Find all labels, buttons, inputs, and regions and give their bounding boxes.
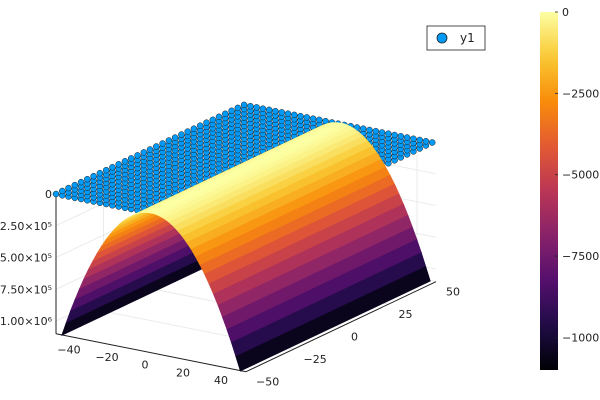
x-tick-label: 20: [176, 366, 190, 379]
colorbar-tick-label: 0: [562, 6, 569, 19]
colorbar-tick-label: −1000: [562, 331, 599, 344]
x-tick-label: 40: [214, 374, 228, 387]
scatter-point: [284, 110, 292, 117]
scatter-point: [316, 116, 323, 124]
legend-marker-y1: [436, 32, 448, 44]
scatter-point: [428, 139, 436, 146]
scatter-point: [134, 152, 141, 159]
scatter-point: [171, 134, 179, 141]
scatter-point: [90, 172, 97, 180]
axes: [55, 194, 437, 373]
scatter-point: [272, 107, 279, 115]
surface-mesh: [61, 122, 431, 372]
scatter-point: [203, 119, 210, 126]
scatter-point: [153, 143, 160, 150]
scatter-point: [77, 178, 85, 186]
y-tick-label: 25: [399, 308, 413, 321]
scatter-point: [96, 169, 104, 177]
legend: y1: [426, 25, 486, 51]
scatter-point: [416, 136, 423, 144]
z-tick-label: −2.50×10⁵: [0, 220, 52, 233]
scatter-point: [222, 110, 229, 118]
scatter-point: [102, 166, 110, 174]
z-tick-label: −1.00×10⁶: [0, 315, 53, 328]
tick-labels: −40 −20 0 20 40 −50 −25 0 25 50 0 −2.50×10⁵ −5.00×10…: [0, 188, 460, 389]
z-tick-label: 0: [45, 188, 52, 201]
scatter-point: [378, 129, 386, 136]
z-tick-label: −5.00×10⁵: [0, 252, 52, 265]
y-tick-label: −25: [304, 353, 327, 366]
scatter-point: [247, 102, 254, 110]
legend-label-y1: y1: [460, 31, 475, 45]
surface-patch: [235, 347, 260, 372]
scatter-point: [146, 146, 154, 153]
scatter-point: [309, 115, 317, 122]
scatter-point: [115, 161, 122, 168]
scatter-point: [297, 112, 304, 120]
scatter-point: [410, 135, 417, 143]
scatter-point: [253, 104, 260, 111]
x-tick-label: −20: [95, 351, 118, 364]
colorbar-tick-label: −5000: [562, 169, 599, 182]
scatter-point: [278, 109, 285, 116]
scatter-point: [59, 187, 66, 195]
colorbar-tick-label: −7500: [562, 250, 599, 263]
legend-box: [426, 25, 486, 51]
scatter-point: [178, 131, 185, 138]
scatter-point: [209, 116, 217, 124]
x-tick-label: 0: [142, 359, 149, 372]
scatter-point: [215, 113, 223, 121]
y-tick-label: −50: [256, 376, 279, 389]
scatter-point: [265, 106, 273, 114]
scatter-point: [65, 184, 72, 192]
z-tick-label: −7.50×10⁵: [0, 283, 52, 296]
scatter-point: [190, 125, 198, 132]
scatter-point: [127, 155, 135, 162]
scatter-point: [391, 131, 398, 139]
scatter-point: [165, 137, 173, 144]
x-axis-line: [55, 333, 247, 373]
scatter-point: [385, 130, 392, 137]
scatter-point: [397, 133, 405, 140]
scatter-point: [366, 126, 373, 134]
scatter-point: [84, 175, 91, 183]
colorbar-gradient: [540, 12, 558, 370]
y-tick-label: 0: [351, 331, 358, 344]
x-tick-label: −40: [57, 344, 80, 357]
scatter-point: [121, 158, 129, 165]
scatter-point: [259, 105, 267, 112]
scatter-point: [159, 140, 166, 147]
scatter-point: [71, 181, 79, 189]
scatter-point: [140, 149, 148, 156]
y-tick-label: 50: [446, 286, 460, 299]
scatter-point: [303, 114, 311, 121]
scatter-point: [240, 101, 248, 109]
scatter-point: [184, 128, 191, 135]
scatter-point: [422, 138, 430, 145]
colorbar: 0 −2500 −5000 −7500 −1000: [540, 6, 599, 370]
scatter-point: [109, 164, 116, 171]
y-axis-line: [245, 281, 437, 373]
colorbar-tick-label: −2500: [562, 87, 599, 100]
scatter-point: [372, 127, 380, 135]
scatter-point: [403, 134, 411, 141]
scatter-point: [196, 122, 204, 129]
scatter-point: [291, 111, 298, 119]
scatter-point: [52, 190, 60, 198]
scatter-point: [359, 125, 367, 132]
scatter-point: [228, 107, 235, 115]
scatter-point: [234, 104, 242, 112]
